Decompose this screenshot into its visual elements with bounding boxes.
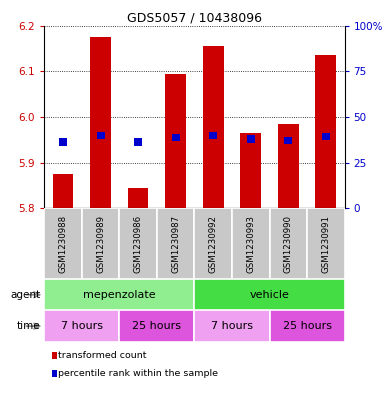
Bar	[128, 188, 149, 208]
Text: 7 hours: 7 hours	[61, 321, 103, 331]
Bar	[53, 174, 74, 208]
Bar	[209, 132, 217, 139]
Bar	[194, 208, 232, 279]
Bar	[157, 208, 194, 279]
Bar	[270, 208, 307, 279]
Text: mepenzolate: mepenzolate	[83, 290, 156, 300]
Text: GSM1230992: GSM1230992	[209, 215, 218, 273]
Bar	[44, 279, 194, 310]
Bar	[270, 310, 345, 342]
Bar	[278, 124, 299, 208]
Text: agent: agent	[10, 290, 40, 300]
Text: GSM1230993: GSM1230993	[246, 215, 255, 273]
Bar	[97, 132, 104, 139]
Text: 7 hours: 7 hours	[211, 321, 253, 331]
Text: 25 hours: 25 hours	[283, 321, 331, 331]
Text: vehicle: vehicle	[249, 290, 290, 300]
Bar	[247, 135, 254, 143]
Text: GSM1230988: GSM1230988	[59, 215, 67, 273]
Text: GDS5057 / 10438096: GDS5057 / 10438096	[127, 11, 262, 24]
Bar	[240, 133, 261, 208]
Bar	[82, 208, 119, 279]
Bar	[59, 138, 67, 146]
Bar	[285, 137, 292, 144]
Bar	[322, 133, 330, 140]
Bar	[119, 310, 194, 342]
Text: GSM1230989: GSM1230989	[96, 215, 105, 273]
Bar	[119, 208, 157, 279]
Bar	[134, 138, 142, 146]
Bar	[165, 73, 186, 208]
Text: 25 hours: 25 hours	[132, 321, 181, 331]
Bar	[315, 55, 336, 208]
Bar	[90, 37, 111, 208]
Text: GSM1230986: GSM1230986	[134, 215, 142, 273]
Text: time: time	[17, 321, 40, 331]
Bar	[203, 46, 224, 208]
Text: GSM1230987: GSM1230987	[171, 215, 180, 273]
Text: GSM1230991: GSM1230991	[321, 215, 330, 273]
Bar	[44, 310, 119, 342]
Bar	[307, 208, 345, 279]
Bar	[44, 208, 82, 279]
Bar	[232, 208, 270, 279]
Bar	[172, 134, 179, 141]
Text: transformed count: transformed count	[58, 351, 147, 360]
Text: percentile rank within the sample: percentile rank within the sample	[58, 369, 218, 378]
Text: GSM1230990: GSM1230990	[284, 215, 293, 273]
Bar	[194, 310, 270, 342]
Bar	[194, 279, 345, 310]
